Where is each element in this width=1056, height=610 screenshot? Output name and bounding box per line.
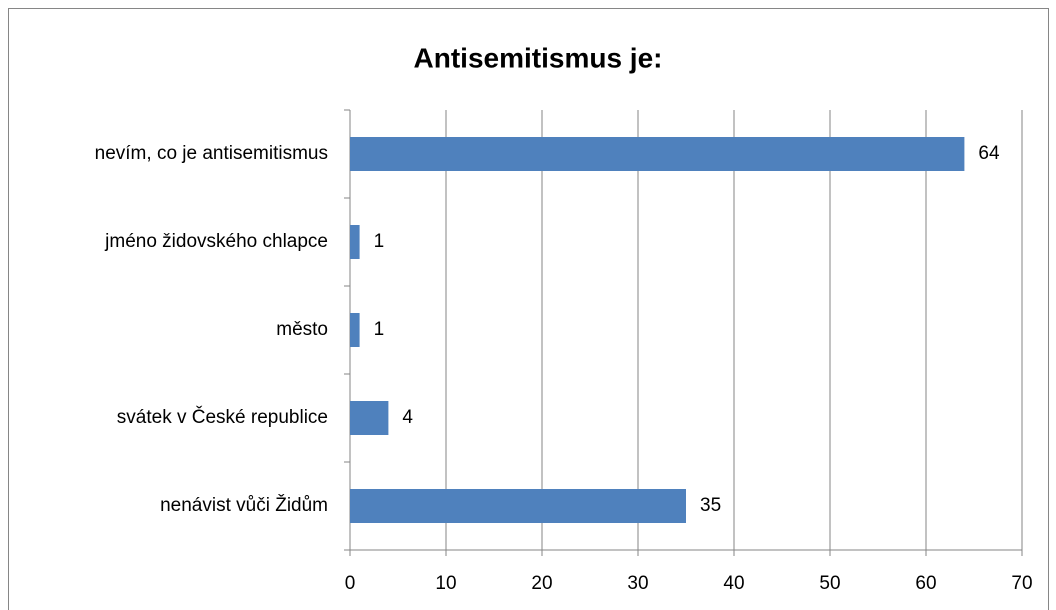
data-label: 4: [402, 407, 413, 428]
y-tick-label: město: [276, 319, 328, 340]
y-tick-label: nenávist vůči Židům: [160, 494, 328, 516]
x-tick-label: 70: [1011, 573, 1032, 594]
x-tick-label: 50: [819, 573, 840, 594]
data-label: 1: [374, 231, 385, 252]
x-tick-label: 40: [723, 573, 744, 594]
y-tick-label: svátek v České republice: [117, 406, 328, 428]
bar: [350, 489, 686, 523]
x-tick-label: 20: [531, 573, 552, 594]
x-tick-label: 0: [345, 573, 356, 594]
x-tick-label: 10: [435, 573, 456, 594]
chart-title: Antisemitismus je:: [414, 42, 663, 73]
bar: [350, 313, 360, 347]
y-tick-label: nevím, co je antisemitismus: [95, 143, 328, 164]
y-tick-label: jméno židovského chlapce: [104, 231, 328, 252]
bar: [350, 225, 360, 259]
data-label: 64: [978, 143, 1000, 164]
x-tick-label: 30: [627, 573, 648, 594]
data-label: 35: [700, 495, 721, 516]
x-tick-label: 60: [915, 573, 936, 594]
data-label: 1: [374, 319, 385, 340]
bar: [350, 401, 389, 435]
bar: [350, 137, 965, 171]
